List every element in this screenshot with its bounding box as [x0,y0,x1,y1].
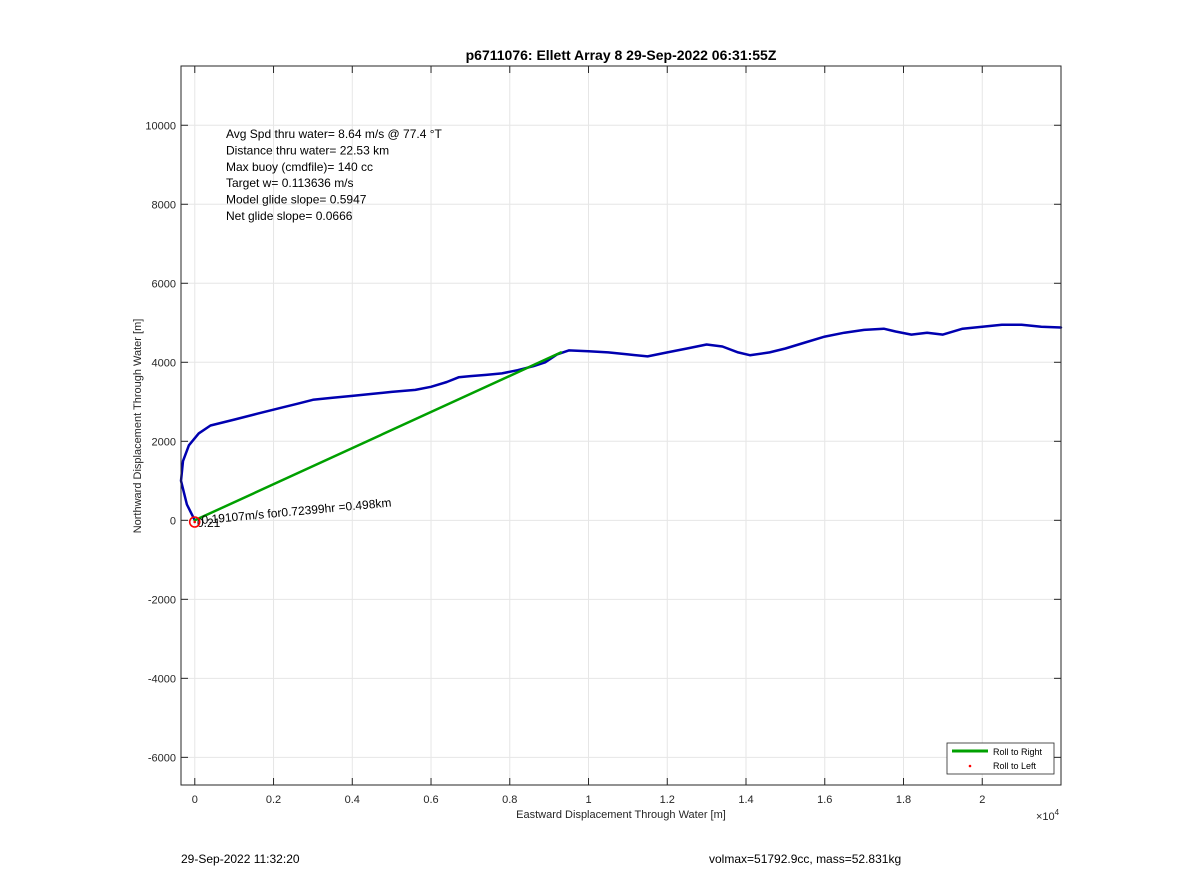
x-tick-label: 0.8 [502,794,517,806]
info-line: Max buoy (cmdfile)= 140 cc [226,160,373,174]
ticks: 0 0.2 0.4 0.6 0.8 1 1.2 1.4 1.6 1.8 2 -6000 -4000 -20… [145,66,1061,806]
plot-frame [180,65,1062,786]
y-tick-label: 10000 [145,120,176,132]
x-tick-label: 1.4 [738,794,753,806]
y-tick-label: 6000 [152,278,176,290]
y-tick-label: -6000 [148,752,176,764]
footer-timestamp: 29-Sep-2022 11:32:20 [181,852,300,866]
start-marker-overlap-text: 0.21 [197,516,221,530]
y-tick-label: 2000 [152,436,176,448]
legend: Roll to Right Roll to Left [946,742,1055,775]
y-tick-label: -2000 [148,594,176,606]
legend-box [946,742,1055,775]
x-tick-label: 0.6 [423,794,438,806]
start-marker [188,516,201,528]
info-line: Target w= 0.113636 m/s [226,176,354,190]
series-group [179,323,1063,522]
y-tick-label: 0 [170,515,176,527]
legend-roll-left-label: Roll to Left [993,761,1037,771]
info-line: Model glide slope= 0.5947 [226,193,367,207]
grid [181,66,1061,785]
trajectory-line [179,323,1063,522]
plot-area [181,66,1061,785]
info-line: Distance thru water= 22.53 km [226,143,389,157]
x-tick-label: 0.2 [266,794,281,806]
y-tick-label: -4000 [148,673,176,685]
x-tick-label: 1.8 [896,794,911,806]
x-tick-label: 1 [585,794,591,806]
info-text-block: Avg Spd thru water= 8.64 m/s @ 77.4 °T Di… [226,127,443,223]
x-tick-label: 0.4 [345,794,360,806]
legend-roll-right-label: Roll to Right [993,747,1043,757]
footer-mass-info: volmax=51792.9cc, mass=52.831kg [709,852,902,866]
roll-to-right-line [193,351,563,522]
info-line: Avg Spd thru water= 8.64 m/s @ 77.4 °T [226,127,443,141]
x-tick-label: 1.6 [817,794,832,806]
chart-title: p6711076: Ellett Array 8 29-Sep-2022 06:… [466,47,777,63]
x-exponent-power: 4 [1055,808,1060,817]
x-tick-label: 0 [192,794,198,806]
x-exponent-base: ×10 [1036,811,1055,823]
x-tick-label: 1.2 [660,794,675,806]
x-exponent-label: ×104 [1036,808,1060,823]
legend-roll-left-swatch [968,764,972,768]
roll-left-point [193,520,196,524]
y-tick-label: 8000 [152,199,176,211]
y-tick-label: 4000 [152,357,176,369]
x-axis-label: Eastward Displacement Through Water [m] [516,809,726,821]
y-axis-label: Northward Displacement Through Water [m] [132,319,144,534]
x-tick-label: 2 [979,794,985,806]
info-line: Net glide slope= 0.0666 [226,209,353,223]
